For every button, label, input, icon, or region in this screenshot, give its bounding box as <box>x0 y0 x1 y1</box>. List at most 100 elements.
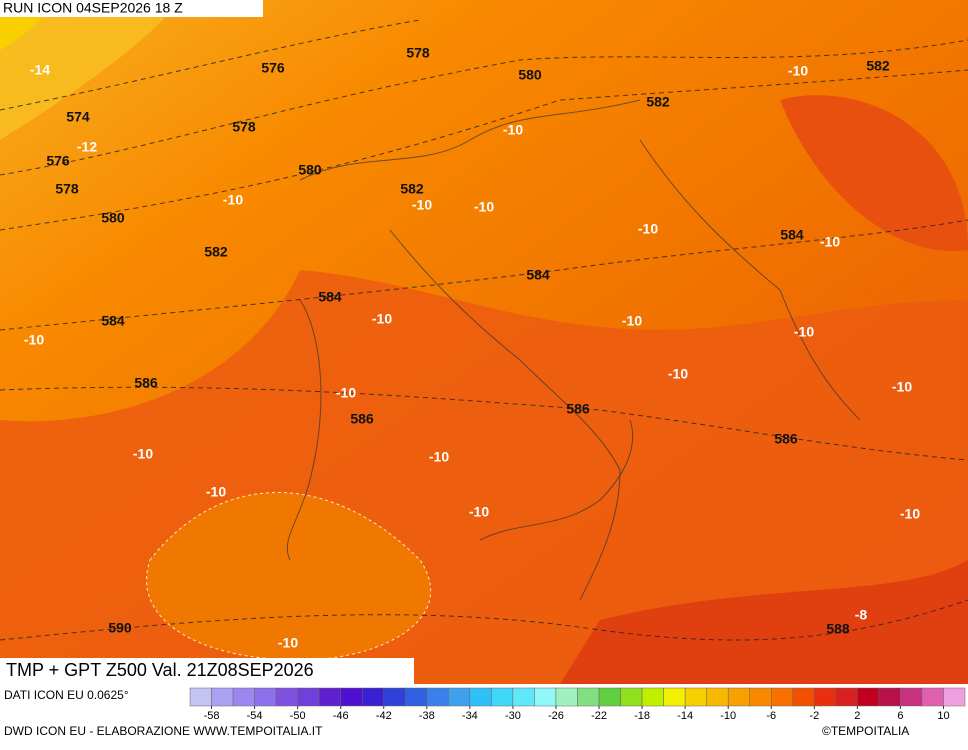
colorbar-swatch <box>275 687 298 707</box>
colorbar-swatch <box>189 687 212 707</box>
colorbar-swatch <box>943 687 966 707</box>
colorbar-swatch <box>318 687 341 707</box>
geopotential-label: 578 <box>232 119 256 135</box>
colorbar-swatch <box>383 687 406 707</box>
temperature-label: -10 <box>469 504 489 520</box>
colorbar-swatch <box>663 687 686 707</box>
geopotential-label: 582 <box>400 181 424 197</box>
geopotential-label: 582 <box>204 244 228 260</box>
temperature-label: -10 <box>892 379 912 395</box>
geopotential-label: 582 <box>866 58 890 74</box>
geopotential-label: 582 <box>646 94 670 110</box>
geopotential-label: 590 <box>108 620 132 636</box>
temperature-label: -10 <box>503 122 523 138</box>
colorbar-tick-label: -54 <box>247 710 263 722</box>
colorbar-swatch <box>598 687 621 707</box>
colorbar-swatch <box>512 687 535 707</box>
colorbar-swatch <box>727 687 750 707</box>
colorbar-tick-label: -6 <box>766 710 776 722</box>
header-box <box>0 0 263 17</box>
colorbar-swatch <box>771 687 794 707</box>
colorbar-swatch <box>835 687 858 707</box>
geopotential-label: 576 <box>261 60 285 76</box>
geopotential-label: 580 <box>518 67 542 83</box>
colorbar-swatch <box>706 687 729 707</box>
colorbar-tick-label: -58 <box>204 710 220 722</box>
colorbar: -58 -54 -50 -46 -42 -38 -34 -30 -26 -22 -18 -14 -10-… <box>189 687 966 722</box>
colorbar-tick-label: -46 <box>333 710 349 722</box>
colorbar-swatch <box>749 687 772 707</box>
colorbar-swatch <box>405 687 428 707</box>
temperature-label: -10 <box>412 197 432 213</box>
temperature-label: -10 <box>336 385 356 401</box>
colorbar-tick-label: 10 <box>937 710 949 722</box>
colorbar-swatch <box>620 687 643 707</box>
colorbar-swatch <box>426 687 449 707</box>
colorbar-tick-label: -50 <box>290 710 306 722</box>
colorbar-tick-label: 2 <box>854 710 860 722</box>
colorbar-swatch <box>254 687 277 707</box>
temperature-label: -12 <box>77 139 97 155</box>
colorbar-swatch <box>340 687 363 707</box>
temperature-label: -10 <box>223 192 243 208</box>
colorbar-swatch <box>900 687 923 707</box>
credit: DWD ICON EU - ELABORAZIONE WWW.TEMPOITAL… <box>4 724 323 738</box>
copyright: ©TEMPOITALIA <box>822 724 909 738</box>
temperature-label: -10 <box>788 63 808 79</box>
temperature-label: -10 <box>206 484 226 500</box>
geopotential-label: 574 <box>66 109 90 125</box>
colorbar-tick-label: -38 <box>419 710 435 722</box>
colorbar-swatch <box>684 687 707 707</box>
temperature-label: -10 <box>133 446 153 462</box>
colorbar-swatch <box>448 687 471 707</box>
temperature-label: -10 <box>794 324 814 340</box>
geopotential-label: 586 <box>566 401 590 417</box>
title: TMP + GPT Z500 Val. 21Z08SEP2026 <box>6 660 314 680</box>
geopotential-label: 588 <box>826 621 850 637</box>
colorbar-tick-label: -10 <box>720 710 736 722</box>
colorbar-swatch <box>211 687 234 707</box>
geopotential-label: 578 <box>406 45 430 61</box>
geopotential-label: 586 <box>350 411 374 427</box>
colorbar-swatch <box>792 687 815 707</box>
geopotential-label: 584 <box>780 227 804 243</box>
colorbar-tick-label: -2 <box>809 710 819 722</box>
colorbar-swatch <box>555 687 578 707</box>
colorbar-swatch <box>491 687 514 707</box>
colorbar-swatch <box>297 687 320 707</box>
colorbar-tick-label: -26 <box>548 710 564 722</box>
colorbar-tick-label: -30 <box>505 710 521 722</box>
colorbar-tick-label: -22 <box>591 710 607 722</box>
geopotential-label: 586 <box>774 431 798 447</box>
temperature-label: -10 <box>372 311 392 327</box>
geopotential-label: 584 <box>318 289 342 305</box>
geopotential-label: 584 <box>101 313 125 329</box>
colorbar-swatch <box>469 687 492 707</box>
title-box <box>0 658 414 684</box>
colorbar-tick-label: -14 <box>677 710 693 722</box>
colorbar-swatch <box>534 687 557 707</box>
temperature-label: -10 <box>668 366 688 382</box>
geopotential-label: 580 <box>101 210 125 226</box>
temperature-label: -10 <box>474 199 494 215</box>
colorbar-swatch <box>232 687 255 707</box>
map <box>0 0 968 684</box>
temperature-label: -10 <box>278 635 298 651</box>
temperature-label: -10 <box>638 221 658 237</box>
geopotential-label: 576 <box>46 153 70 169</box>
colorbar-tick-label: -34 <box>462 710 478 722</box>
colorbar-tick-label: 6 <box>897 710 903 722</box>
temperature-label: -14 <box>30 62 50 78</box>
temperature-label: -10 <box>820 234 840 250</box>
colorbar-swatch <box>577 687 600 707</box>
geopotential-label: 586 <box>134 375 158 391</box>
colorbar-tick-label: -18 <box>634 710 650 722</box>
temperature-label: -8 <box>855 607 868 623</box>
temperature-label: -10 <box>622 313 642 329</box>
geopotential-label: 580 <box>298 162 322 178</box>
geopotential-label: 584 <box>526 267 550 283</box>
temperature-label: -10 <box>429 449 449 465</box>
colorbar-swatch <box>814 687 837 707</box>
colorbar-tick-label: -42 <box>376 710 392 722</box>
